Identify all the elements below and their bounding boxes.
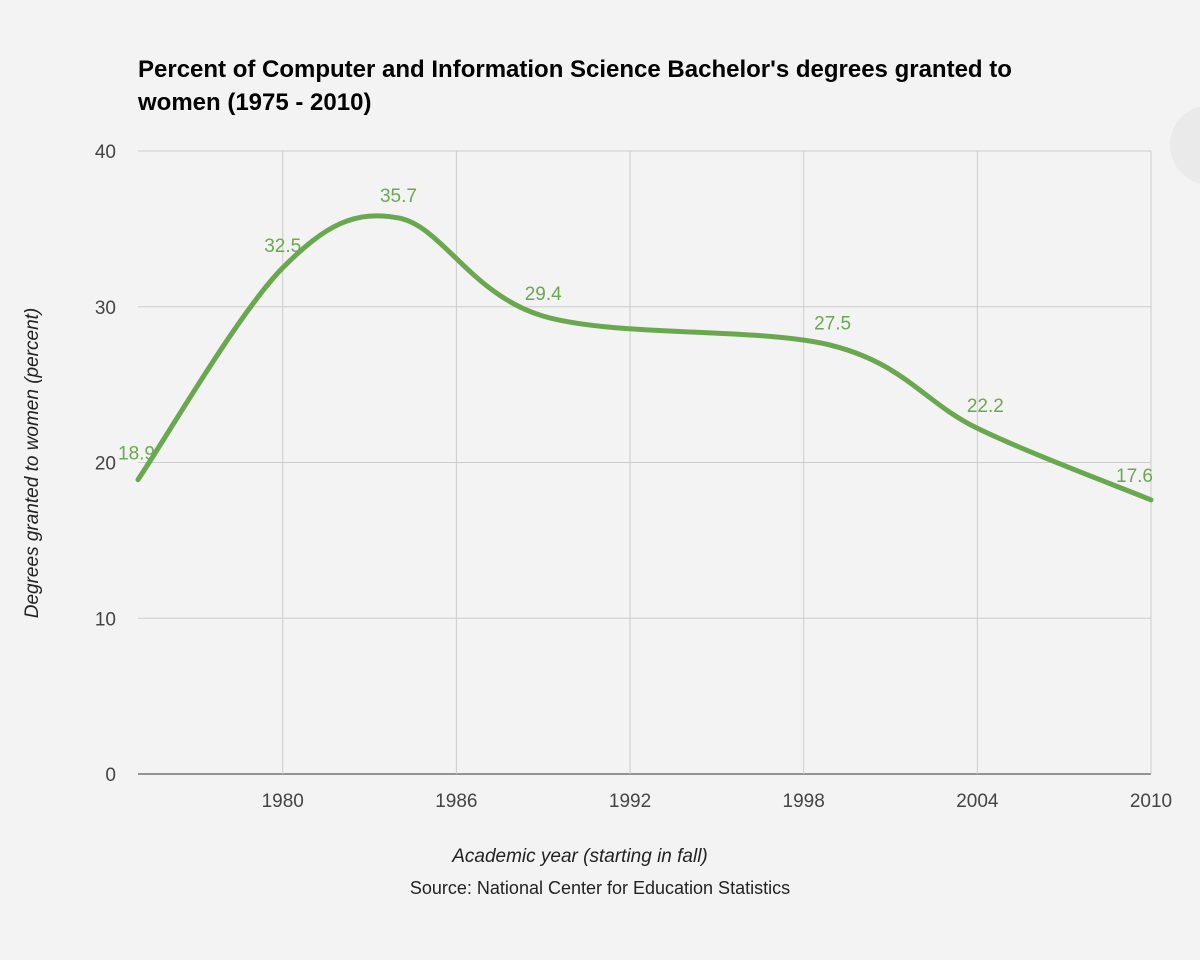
x-axis-tick-labels: 1980 1986 1992 1998 2004 2010 bbox=[262, 791, 1173, 812]
source-note: Source: National Center for Education St… bbox=[410, 878, 790, 898]
x-axis-title: Academic year (starting in fall) bbox=[451, 846, 708, 867]
x-tick-label: 1986 bbox=[435, 791, 477, 812]
data-label: 18.9 bbox=[118, 444, 155, 465]
y-tick-label: 0 bbox=[105, 765, 116, 786]
y-tick-label: 10 bbox=[95, 609, 116, 630]
y-axis-tick-labels: 0 10 20 30 40 bbox=[95, 142, 116, 786]
series-line bbox=[135, 213, 1154, 503]
y-tick-label: 20 bbox=[95, 454, 116, 475]
x-tick-label: 1992 bbox=[609, 791, 651, 812]
chart-title-line-2: women (1975 - 2010) bbox=[137, 89, 371, 116]
data-label: 35.7 bbox=[380, 186, 417, 207]
data-label: 17.6 bbox=[1116, 466, 1153, 487]
y-tick-label: 40 bbox=[95, 142, 116, 163]
data-labels: 18.9 32.5 35.7 29.4 27.5 22.2 17.6 bbox=[118, 186, 1153, 487]
x-tick-label: 1980 bbox=[262, 791, 304, 812]
data-label: 29.4 bbox=[525, 284, 562, 305]
corner-decoration bbox=[1170, 106, 1200, 184]
data-label: 22.2 bbox=[967, 396, 1004, 417]
x-tick-label: 2010 bbox=[1130, 791, 1172, 812]
chart-title-line-1: Percent of Computer and Information Scie… bbox=[138, 56, 1012, 83]
data-label: 27.5 bbox=[814, 314, 851, 335]
y-axis-title: Degrees granted to women (percent) bbox=[22, 308, 43, 619]
gridlines bbox=[138, 150, 1152, 775]
y-tick-label: 30 bbox=[95, 298, 116, 319]
series-layer bbox=[135, 213, 1154, 503]
data-label: 32.5 bbox=[264, 236, 301, 257]
x-tick-label: 1998 bbox=[783, 791, 825, 812]
x-tick-label: 2004 bbox=[956, 791, 999, 812]
